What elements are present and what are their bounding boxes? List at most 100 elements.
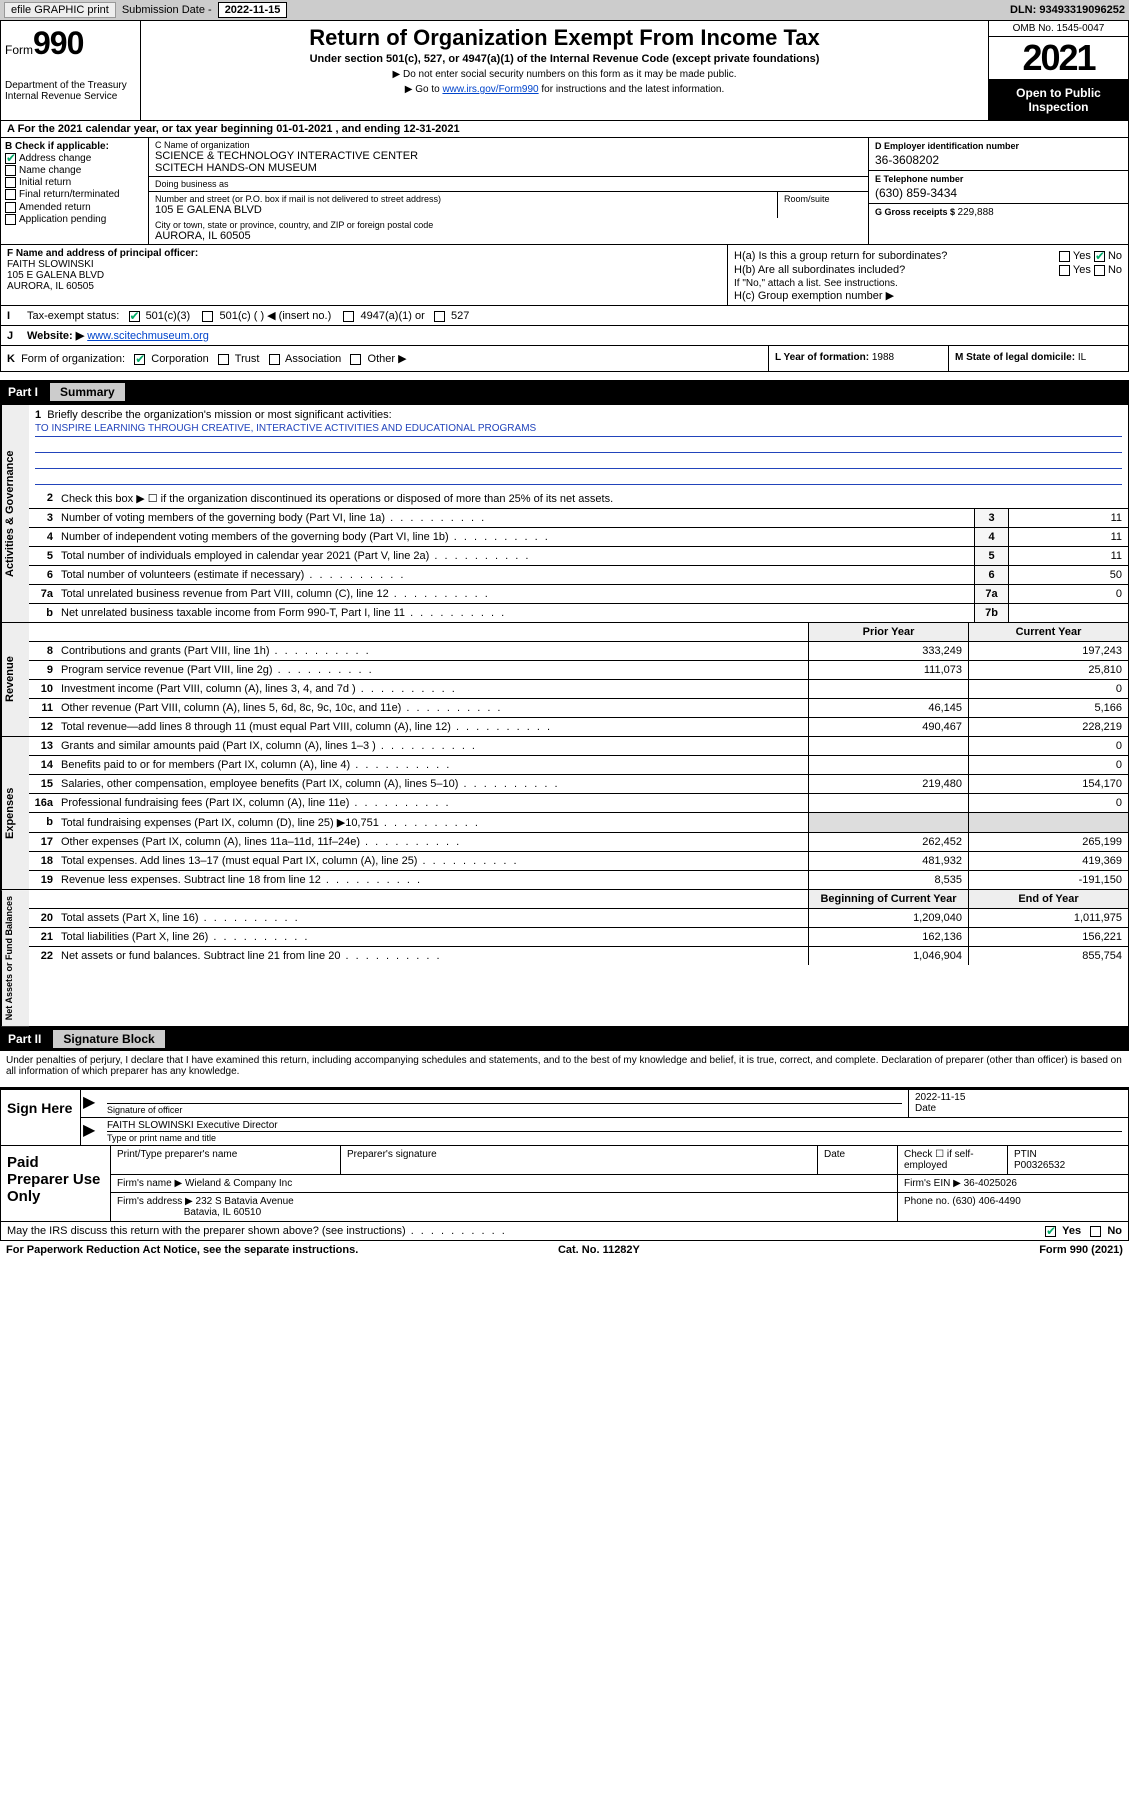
firm-ein-label: Firm's EIN ▶ xyxy=(904,1178,964,1189)
line-desc: Total liabilities (Part X, line 26) xyxy=(57,928,808,946)
sign-here-block: Sign Here ▶ Signature of officer 2022-11… xyxy=(0,1087,1129,1146)
chk-initial-return[interactable]: Initial return xyxy=(5,177,144,188)
officer-label: F Name and address of principal officer: xyxy=(7,248,721,259)
note-link: ▶ Go to www.irs.gov/Form990 for instruct… xyxy=(149,84,980,95)
chk-trust[interactable] xyxy=(218,354,229,365)
efile-print-button[interactable]: efile GRAPHIC print xyxy=(4,2,116,18)
row-k-key: K xyxy=(7,353,15,365)
firm-name-label: Firm's name ▶ xyxy=(117,1178,185,1189)
chk-501c3[interactable] xyxy=(129,311,140,322)
line-num: 19 xyxy=(29,871,57,889)
line-num: 11 xyxy=(29,699,57,717)
prior-value: 333,249 xyxy=(808,642,968,660)
hc-label: H(c) Group exemption number ▶ xyxy=(734,289,1122,302)
sign-date: 2022-11-15 xyxy=(915,1092,965,1103)
paperwork-notice: For Paperwork Reduction Act Notice, see … xyxy=(6,1244,358,1256)
chk-name-change[interactable]: Name change xyxy=(5,165,144,176)
addr-label: Number and street (or P.O. box if mail i… xyxy=(155,194,771,204)
line-desc: Other revenue (Part VIII, column (A), li… xyxy=(57,699,808,717)
line-num: 20 xyxy=(29,909,57,927)
irs-link[interactable]: www.irs.gov/Form990 xyxy=(442,84,538,95)
line-desc: Net unrelated business taxable income fr… xyxy=(57,604,974,622)
org-name-1: SCIENCE & TECHNOLOGY INTERACTIVE CENTER xyxy=(155,150,862,162)
ein-label: D Employer identification number xyxy=(875,141,1122,151)
prior-value xyxy=(808,756,968,774)
chk-501c[interactable] xyxy=(202,311,213,322)
current-year-hdr: Current Year xyxy=(968,623,1128,641)
ha-no[interactable] xyxy=(1094,251,1105,262)
prep-name-hdr: Print/Type preparer's name xyxy=(111,1146,341,1174)
prior-year-hdr: Prior Year xyxy=(808,623,968,641)
ptin-label: PTIN xyxy=(1014,1149,1037,1160)
website-link[interactable]: www.scitechmuseum.org xyxy=(87,330,209,342)
col-c-org: C Name of organization SCIENCE & TECHNOL… xyxy=(149,138,868,244)
hb-note: If "No," attach a list. See instructions… xyxy=(734,278,1122,289)
current-value: 154,170 xyxy=(968,775,1128,793)
row-i: I Tax-exempt status: 501(c)(3) 501(c) ( … xyxy=(0,306,1129,326)
line-desc: Total expenses. Add lines 13–17 (must eq… xyxy=(57,852,808,870)
line-num: 15 xyxy=(29,775,57,793)
mission-rule xyxy=(35,439,1122,453)
col-b-title: B Check if applicable: xyxy=(5,141,144,152)
line-box: 5 xyxy=(974,547,1008,565)
prep-date-hdr: Date xyxy=(818,1146,898,1174)
prior-value: 1,046,904 xyxy=(808,947,968,965)
row-j: J Website: ▶ www.scitechmuseum.org xyxy=(0,326,1129,346)
line-desc: Grants and similar amounts paid (Part IX… xyxy=(57,737,808,755)
mission-rule xyxy=(35,471,1122,485)
governance-tab: Activities & Governance xyxy=(1,405,29,622)
line-num: 8 xyxy=(29,642,57,660)
expenses-section: Expenses 13 Grants and similar amounts p… xyxy=(0,737,1129,890)
expenses-tab: Expenses xyxy=(1,737,29,889)
prior-value: 490,467 xyxy=(808,718,968,736)
firm-ein: 36-4025026 xyxy=(964,1178,1017,1189)
mission-num: 1 xyxy=(35,409,41,421)
current-value: 0 xyxy=(968,680,1128,698)
officer-name: FAITH SLOWINSKI xyxy=(7,259,721,270)
domicile-label: M State of legal domicile: xyxy=(955,352,1078,363)
discuss-no[interactable] xyxy=(1090,1226,1101,1237)
year-formation-label: L Year of formation: xyxy=(775,352,872,363)
ptin-value: P00326532 xyxy=(1014,1160,1065,1171)
prior-value: 111,073 xyxy=(808,661,968,679)
line-num: 17 xyxy=(29,833,57,851)
chk-4947[interactable] xyxy=(343,311,354,322)
chk-amended-return[interactable]: Amended return xyxy=(5,202,144,213)
chk-other[interactable] xyxy=(350,354,361,365)
chk-527[interactable] xyxy=(434,311,445,322)
note-ssn: ▶ Do not enter social security numbers o… xyxy=(149,69,980,80)
submission-date: 2022-11-15 xyxy=(218,2,288,18)
paid-preparer-label: Paid Preparer Use Only xyxy=(1,1146,111,1221)
chk-address-change[interactable]: Address change xyxy=(5,153,144,164)
current-value: 197,243 xyxy=(968,642,1128,660)
current-value: 419,369 xyxy=(968,852,1128,870)
line-num: 13 xyxy=(29,737,57,755)
chk-association[interactable] xyxy=(269,354,280,365)
phone-value: (630) 859-3434 xyxy=(875,186,1122,200)
firm-addr1: 232 S Batavia Avenue xyxy=(196,1196,294,1207)
line2: Check this box ▶ ☐ if the organization d… xyxy=(57,489,1128,508)
hb-no[interactable] xyxy=(1094,265,1105,276)
line-value: 11 xyxy=(1008,509,1128,527)
prior-value: 46,145 xyxy=(808,699,968,717)
hb-yes[interactable] xyxy=(1059,265,1070,276)
chk-application-pending[interactable]: Application pending xyxy=(5,214,144,225)
current-value: 265,199 xyxy=(968,833,1128,851)
discuss-yes[interactable] xyxy=(1045,1226,1056,1237)
line-value: 11 xyxy=(1008,528,1128,546)
line-desc: Total number of volunteers (estimate if … xyxy=(57,566,974,584)
line-num: 12 xyxy=(29,718,57,736)
row-klm: K Form of organization: Corporation Trus… xyxy=(0,346,1129,372)
line-num: b xyxy=(29,813,57,832)
mission-rule xyxy=(35,455,1122,469)
col-f-officer: F Name and address of principal officer:… xyxy=(1,245,728,305)
submission-label: Submission Date - xyxy=(122,4,212,16)
part2-header: Part II Signature Block xyxy=(0,1027,1129,1051)
paid-preparer-block: Paid Preparer Use Only Print/Type prepar… xyxy=(0,1146,1129,1222)
ha-yes[interactable] xyxy=(1059,251,1070,262)
chk-corporation[interactable] xyxy=(134,354,145,365)
prior-value: 1,209,040 xyxy=(808,909,968,927)
gross-value: 229,888 xyxy=(958,207,994,218)
line-desc: Revenue less expenses. Subtract line 18 … xyxy=(57,871,808,889)
chk-final-return[interactable]: Final return/terminated xyxy=(5,189,144,200)
